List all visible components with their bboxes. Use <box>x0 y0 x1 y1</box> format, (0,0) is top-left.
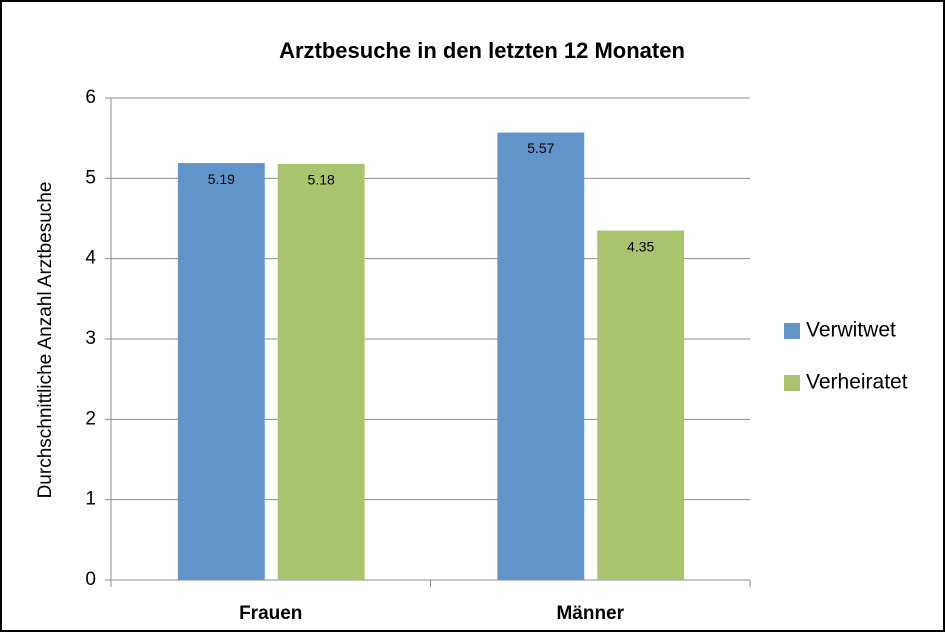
data-label: 5.18 <box>308 172 335 188</box>
data-label: 4.35 <box>627 238 654 254</box>
bar <box>597 230 685 581</box>
y-tick-label: 2 <box>85 408 96 429</box>
data-label: 5.57 <box>527 140 554 156</box>
y-tick-label: 4 <box>85 248 96 269</box>
legend-swatch <box>784 323 800 339</box>
x-tick-label: Frauen <box>239 603 302 624</box>
legend-label: Verwitwet <box>806 319 896 342</box>
y-axis-label: Durchschnittliche Anzahl Arztbesuche <box>35 182 56 499</box>
bar <box>177 163 265 580</box>
y-tick-label: 6 <box>85 87 96 108</box>
bar <box>497 132 585 580</box>
legend-label: Verheiratet <box>806 371 908 394</box>
y-tick-label: 1 <box>85 489 96 510</box>
bar <box>277 163 365 580</box>
y-tick-label: 3 <box>85 328 96 349</box>
legend-swatch <box>784 375 800 391</box>
y-tick-label: 0 <box>85 569 96 590</box>
y-tick-label: 5 <box>85 167 96 188</box>
chart-title: Arztbesuche in den letzten 12 Monaten <box>279 38 685 63</box>
data-label: 5.19 <box>208 171 235 187</box>
x-tick-label: Männer <box>556 603 624 624</box>
